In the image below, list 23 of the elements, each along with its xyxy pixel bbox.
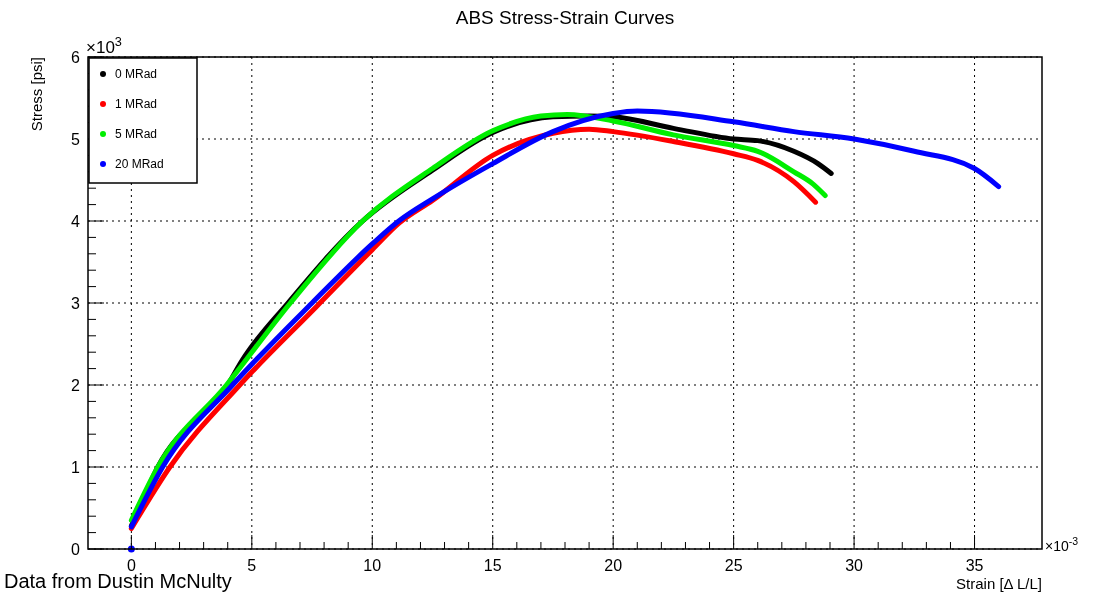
x-tick-label: 15 <box>483 557 502 574</box>
y-tick-label: 0 <box>71 541 81 558</box>
x-tick-label: 10 <box>363 557 382 574</box>
y-axis-title: Stress [psi] <box>28 57 45 132</box>
x-tick-label: 25 <box>724 557 743 574</box>
y-tick-label: 6 <box>71 49 81 66</box>
annotation: ×10$^{3}$ <box>86 33 122 57</box>
x-tick-label: 5 <box>247 557 257 574</box>
x-tick-label: 20 <box>604 557 623 574</box>
text: ×10$^{-3}$ <box>1045 535 1079 554</box>
legend-label: 20 MRad <box>115 157 164 171</box>
y-tick-label: 2 <box>71 377 81 394</box>
x-tick-label: 30 <box>845 557 864 574</box>
y-tick-label: 4 <box>71 213 81 230</box>
y-tick-label: 1 <box>71 459 81 476</box>
chart-title: ABS Stress-Strain Curves <box>455 7 675 28</box>
legend-label: 0 MRad <box>115 67 158 81</box>
legend-label: 5 MRad <box>115 127 158 141</box>
x-tick-label: 35 <box>965 557 984 574</box>
x-axis-title: Strain [Δ L/L] <box>956 575 1042 592</box>
legend-label: 1 MRad <box>115 97 158 111</box>
y-tick-label: 5 <box>71 131 81 148</box>
y-tick-label: 3 <box>71 295 81 312</box>
